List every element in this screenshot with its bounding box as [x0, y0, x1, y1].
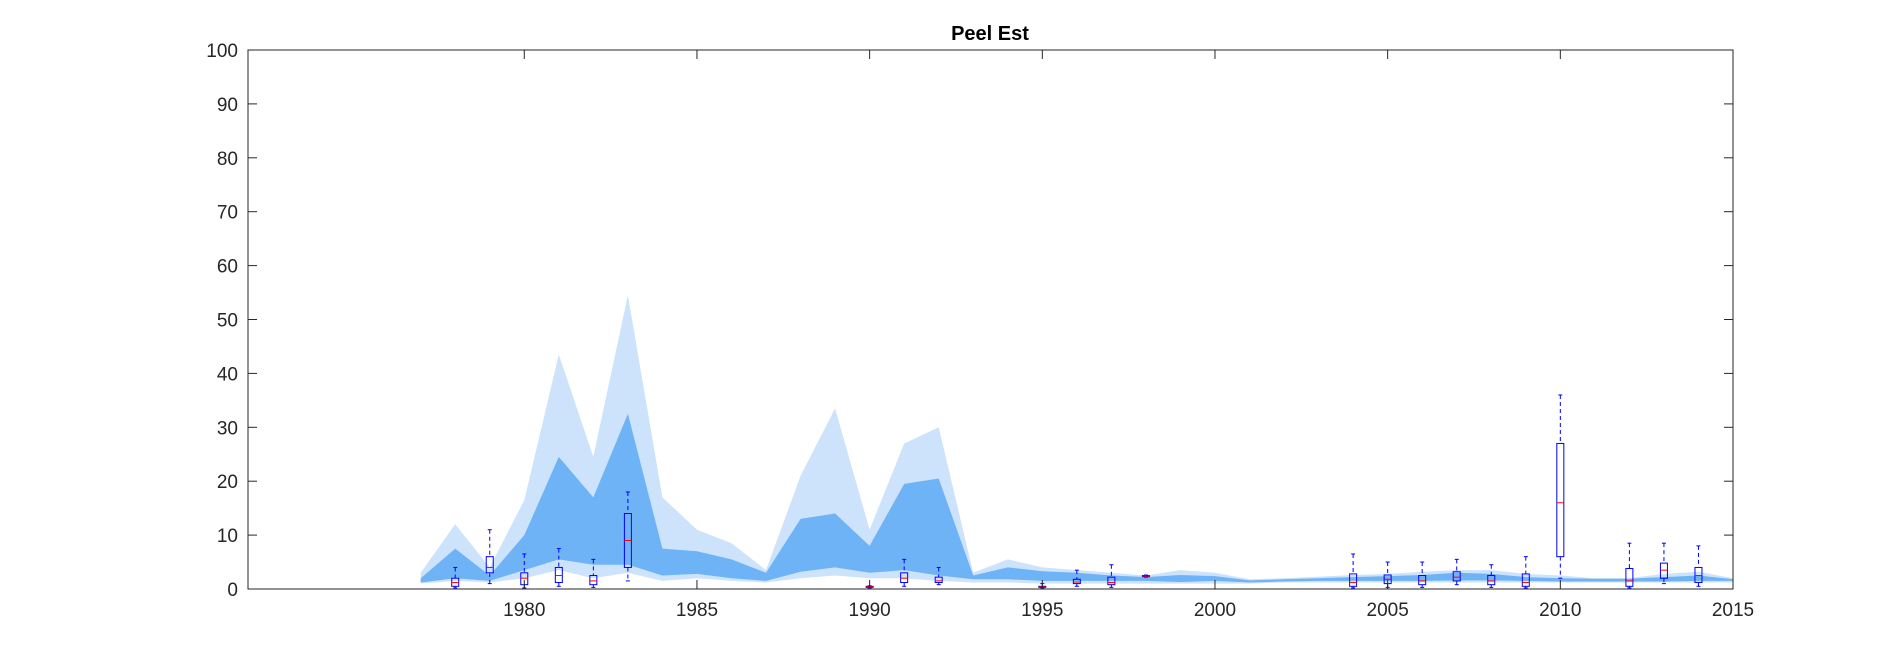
y-tick-label: 40	[217, 364, 238, 385]
y-tick-label: 30	[217, 418, 238, 439]
boxplot-2010	[1556, 394, 1565, 579]
x-tick-label: 1985	[676, 600, 718, 621]
y-tick-label: 70	[217, 203, 238, 224]
y-tick-label: 60	[217, 257, 238, 278]
x-tick-label: 1990	[848, 600, 890, 621]
chart-title: Peel Est	[951, 23, 1029, 45]
band-layer	[420, 295, 1734, 584]
box	[485, 556, 494, 574]
boxplot-1998	[1141, 574, 1150, 578]
box	[554, 566, 563, 584]
box	[1487, 575, 1496, 586]
box	[1452, 571, 1461, 582]
boxplot-1996	[1072, 569, 1081, 587]
boxplot-1983	[623, 491, 632, 582]
box	[900, 572, 909, 584]
box	[1072, 578, 1081, 585]
y-tick-label: 0	[227, 580, 238, 601]
boxplot-1997	[1107, 564, 1116, 588]
x-tick-label: 1995	[1021, 600, 1063, 621]
boxplot-2008	[1487, 564, 1496, 588]
box	[1521, 573, 1530, 587]
boxplot-1979	[485, 529, 494, 585]
box	[1418, 575, 1427, 586]
box	[1659, 562, 1668, 579]
box	[934, 576, 943, 584]
y-tick-label: 90	[217, 95, 238, 116]
y-tick-label: 20	[217, 472, 238, 493]
boxplot-1978	[451, 566, 460, 589]
box	[1107, 576, 1116, 586]
box	[1694, 566, 1703, 584]
box	[1625, 568, 1634, 587]
x-tick-label: 2005	[1367, 600, 1409, 621]
tick-layer: 0 10 20 30 40 50 60 70 80 90 100 1980 1985 1990 1995 20…	[206, 41, 1754, 621]
x-tick-label: 1980	[503, 600, 545, 621]
y-tick-label: 50	[217, 311, 238, 332]
boxplot-2012	[1625, 542, 1634, 589]
x-tick-label: 2015	[1712, 600, 1754, 621]
x-tick-label: 2000	[1194, 600, 1236, 621]
y-tick-label: 80	[217, 149, 238, 170]
boxplot-2013	[1659, 542, 1668, 585]
boxplot-2007	[1452, 558, 1461, 586]
box	[589, 575, 598, 586]
y-tick-label: 10	[217, 526, 238, 547]
y-tick-label: 100	[206, 41, 238, 62]
boxplot-1992	[934, 566, 943, 586]
boxplot-1982	[589, 558, 598, 588]
box	[1349, 573, 1358, 587]
boxplot-2006	[1418, 561, 1427, 588]
boxplot-layer	[451, 394, 1703, 589]
box	[1556, 442, 1565, 558]
boxplot-1991	[900, 558, 909, 587]
boxplot-2014	[1694, 545, 1703, 587]
boxplot-2004	[1349, 553, 1358, 589]
x-tick-label: 2010	[1539, 600, 1581, 621]
boxplot-2009	[1521, 556, 1530, 589]
boxplot-1981	[554, 548, 563, 587]
